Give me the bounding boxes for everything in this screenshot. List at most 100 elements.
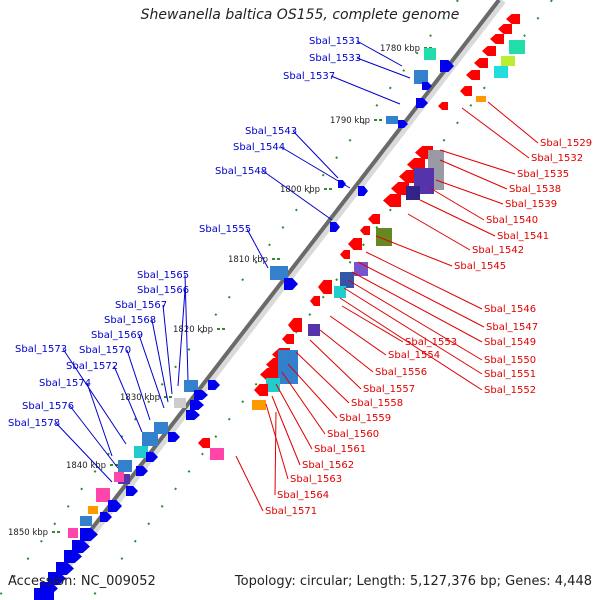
gene-label-right[interactable]: Sbal_1562 — [302, 460, 354, 471]
gene-label-right[interactable]: Sbal_1542 — [472, 245, 524, 256]
gene-label-right[interactable]: Sbal_1556 — [375, 367, 427, 378]
leader-line — [86, 382, 113, 457]
gene-feature — [509, 40, 525, 54]
gene-label-right[interactable]: Sbal_1551 — [484, 369, 536, 380]
gene-label-right[interactable]: Sbal_1529 — [540, 138, 592, 149]
accession-text: Accession: NC_009052 — [8, 574, 156, 589]
gene-feature — [368, 214, 380, 224]
gene-label-right[interactable]: Sbal_1557 — [363, 384, 415, 395]
gene-feature — [422, 82, 432, 90]
gene-label-right[interactable]: Sbal_1532 — [531, 153, 583, 164]
gene-feature — [278, 350, 298, 384]
gene-feature — [358, 186, 368, 196]
gene-feature — [348, 238, 362, 250]
gene-feature — [440, 60, 454, 72]
gene-label-left[interactable]: Sbal_1566 — [137, 285, 189, 296]
tick-layer: 1780 kbp 1790 kbp 1800 kbp 1810 kbp 1820 kbp… — [8, 44, 432, 538]
gene-feature — [498, 24, 512, 34]
gene-label-right[interactable]: Sbal_1541 — [497, 231, 549, 242]
gene-label-right[interactable]: Sbal_1545 — [454, 261, 506, 272]
gene-label-left[interactable]: Sbal_1567 — [115, 300, 167, 311]
gene-label-right[interactable]: Sbal_1546 — [484, 304, 536, 315]
gene-label-right[interactable]: Sbal_1539 — [505, 199, 557, 210]
gene-label-left[interactable]: Sbal_1569 — [91, 330, 143, 341]
gene-label-right[interactable]: Sbal_1554 — [388, 350, 440, 361]
gene-feature — [318, 280, 332, 294]
gene-label-left[interactable]: Sbal_1543 — [245, 126, 297, 137]
gene-feature — [96, 488, 110, 502]
gene-label-right[interactable]: Sbal_1558 — [351, 398, 403, 409]
leader-line — [69, 405, 119, 469]
leader-line — [281, 371, 326, 435]
gene-feature — [391, 182, 409, 195]
feature-layer — [34, 14, 525, 600]
gene-label-right[interactable]: Sbal_1550 — [484, 355, 536, 366]
gene-label-left[interactable]: Sbal_1531 — [309, 36, 361, 47]
leader-line — [351, 271, 483, 343]
gene-feature — [490, 34, 504, 44]
gene-feature — [501, 56, 515, 66]
gene-feature — [282, 334, 294, 344]
gene-feature — [398, 120, 408, 128]
gene-label-left[interactable]: Sbal_1544 — [233, 142, 285, 153]
leader-line — [55, 422, 113, 483]
leader-line — [62, 348, 127, 445]
gene-label-left[interactable]: Sbal_1574 — [39, 378, 91, 389]
gene-label-right[interactable]: Sbal_1552 — [484, 385, 536, 396]
leader-line — [343, 287, 483, 375]
gene-label-left[interactable]: Sbal_1576 — [22, 401, 74, 412]
gene-feature — [48, 572, 66, 585]
gene-label-left[interactable]: Sbal_1572 — [66, 361, 118, 372]
leader-line — [280, 146, 351, 189]
gene-feature — [168, 432, 180, 442]
gene-label-right[interactable]: Sbal_1547 — [486, 322, 538, 333]
gene-label-right[interactable]: Sbal_1540 — [486, 215, 538, 226]
gene-feature — [208, 380, 220, 390]
gene-feature — [190, 400, 204, 410]
gene-feature — [340, 272, 354, 288]
leader-line — [292, 130, 339, 179]
gene-label-left[interactable]: Sbal_1533 — [309, 53, 361, 64]
gene-label-right[interactable]: Sbal_1560 — [327, 429, 379, 440]
gene-feature — [118, 460, 132, 472]
gene-label-right[interactable]: Sbal_1549 — [484, 337, 536, 348]
gene-label-right[interactable]: Sbal_1559 — [339, 413, 391, 424]
gene-label-right[interactable]: Sbal_1571 — [265, 506, 317, 517]
gene-feature — [466, 70, 480, 80]
leader-line-layer — [55, 40, 539, 512]
gene-label-left[interactable]: Sbal_1548 — [215, 166, 267, 177]
gene-label-left[interactable]: Sbal_1570 — [79, 345, 131, 356]
leader-line — [347, 279, 483, 361]
gene-label-right[interactable]: Sbal_1535 — [517, 169, 569, 180]
gene-label-right[interactable]: Sbal_1553 — [405, 337, 457, 348]
gene-label-left[interactable]: Sbal_1568 — [104, 315, 156, 326]
gene-feature — [134, 446, 148, 458]
gene-label-right[interactable]: Sbal_1561 — [314, 444, 366, 455]
leader-line — [274, 411, 277, 496]
gene-feature — [260, 368, 278, 381]
tick-label: 1820 kbp — [173, 325, 213, 335]
gene-label-left[interactable]: Sbal_1537 — [283, 71, 335, 82]
gene-label-right[interactable]: Sbal_1538 — [509, 184, 561, 195]
gene-label-left[interactable]: Sbal_1555 — [199, 224, 251, 235]
leader-line — [287, 363, 338, 419]
gene-feature — [438, 102, 448, 110]
gene-label-left[interactable]: Sbal_1565 — [137, 270, 189, 281]
gene-label-left[interactable]: Sbal_1578 — [8, 418, 60, 429]
gene-feature — [88, 506, 98, 514]
gene-feature — [254, 384, 268, 396]
leader-line — [341, 305, 404, 343]
leader-line — [184, 274, 189, 381]
gene-feature — [334, 286, 346, 298]
gene-label-right[interactable]: Sbal_1563 — [290, 474, 342, 485]
gene-feature — [142, 432, 158, 446]
gene-feature — [414, 70, 428, 84]
inner-guide-track — [0, 0, 459, 596]
gene-feature — [210, 448, 224, 460]
gene-label-left[interactable]: Sbal_1573 — [15, 344, 67, 355]
gene-label-right[interactable]: Sbal_1564 — [277, 490, 329, 501]
leader-line — [309, 339, 362, 390]
gene-feature — [72, 540, 90, 553]
leader-line — [271, 395, 301, 466]
